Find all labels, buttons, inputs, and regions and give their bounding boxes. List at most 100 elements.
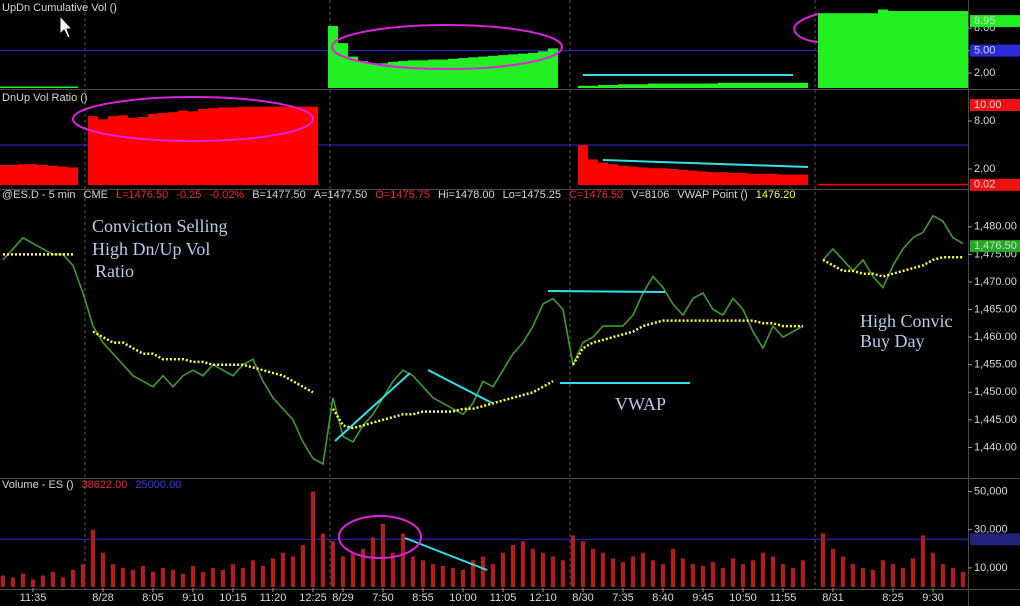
area-column bbox=[638, 84, 648, 88]
volume-bar bbox=[741, 564, 745, 587]
price-line bbox=[3, 253, 963, 430]
area-column bbox=[788, 174, 798, 185]
price-line bbox=[2, 214, 964, 466]
x-tick-label: 8:40 bbox=[652, 592, 673, 604]
area-column bbox=[838, 183, 848, 186]
volume-bar bbox=[231, 564, 235, 587]
area-column bbox=[898, 183, 908, 186]
header-item: C=1476.50 bbox=[569, 189, 623, 201]
area-column bbox=[958, 10, 968, 88]
area-column bbox=[288, 106, 298, 185]
area-column bbox=[928, 183, 938, 186]
area-column bbox=[308, 106, 318, 185]
volume-bar bbox=[391, 552, 395, 587]
area-column bbox=[178, 110, 188, 185]
header-item: DnUp Vol Ratio () bbox=[2, 92, 88, 104]
volume-bar bbox=[601, 552, 605, 587]
area-column bbox=[648, 168, 658, 185]
header-item: Volume - ES () bbox=[2, 479, 74, 491]
area-column bbox=[328, 25, 338, 88]
volume-bar bbox=[61, 577, 65, 587]
area-column bbox=[528, 52, 538, 88]
x-tick-label: 9:10 bbox=[182, 592, 203, 604]
header-item: @ES.D - 5 min bbox=[2, 189, 76, 201]
area-column bbox=[588, 159, 598, 185]
volume-bar bbox=[931, 552, 935, 587]
volume-bar bbox=[531, 548, 535, 587]
volume-bar bbox=[611, 558, 615, 587]
volume-bar bbox=[571, 535, 575, 587]
area-column bbox=[798, 82, 808, 88]
volume-bar bbox=[781, 564, 785, 587]
trend-line bbox=[427, 369, 493, 404]
area-column bbox=[48, 165, 58, 185]
volume-bar bbox=[281, 552, 285, 587]
y-tick-label: 1,455.00 bbox=[974, 359, 1017, 371]
volume-bar bbox=[201, 571, 205, 587]
area-column bbox=[108, 116, 118, 185]
area-column bbox=[58, 86, 68, 89]
header-item: -0.25 bbox=[176, 189, 201, 201]
area-column bbox=[158, 113, 168, 185]
area-column bbox=[668, 83, 678, 88]
volume-bar bbox=[731, 558, 735, 587]
annotation: High Dn/Up Vol bbox=[92, 239, 210, 259]
x-tick-label: 8/31 bbox=[822, 592, 843, 604]
volume-bar bbox=[721, 567, 725, 587]
volume-bar bbox=[881, 560, 885, 587]
volume-bar bbox=[841, 556, 845, 587]
volume-bar bbox=[451, 567, 455, 587]
volume-bar bbox=[941, 564, 945, 587]
volume-bar bbox=[891, 564, 895, 587]
volume-bar bbox=[211, 567, 215, 587]
annotation-texts: Conviction Selling High Dn/Up Vol Ratio … bbox=[92, 216, 953, 414]
volume-bar bbox=[331, 541, 335, 587]
area-column bbox=[378, 63, 388, 88]
area-column bbox=[438, 59, 448, 88]
volume-bar bbox=[521, 541, 525, 587]
value-box bbox=[970, 178, 1020, 191]
area-column bbox=[838, 13, 848, 88]
header-item: Hi=1478.00 bbox=[438, 189, 495, 201]
volume-bar bbox=[561, 560, 565, 587]
volume-bar bbox=[51, 571, 55, 587]
area-column bbox=[878, 9, 888, 88]
area-column bbox=[758, 82, 768, 88]
volume-bar bbox=[801, 560, 805, 587]
area-column bbox=[398, 61, 408, 88]
area-column bbox=[428, 59, 438, 88]
volume-bar bbox=[411, 556, 415, 587]
area-column bbox=[98, 119, 108, 185]
area-column bbox=[0, 86, 8, 89]
area-column bbox=[298, 106, 308, 185]
area-column bbox=[948, 183, 958, 186]
volume-bar bbox=[711, 562, 715, 587]
volume-bar bbox=[471, 560, 475, 587]
header-item: 25000.00 bbox=[135, 479, 181, 491]
x-tick-label: 7:35 bbox=[612, 592, 633, 604]
area-column bbox=[738, 82, 748, 88]
area-column bbox=[458, 58, 468, 88]
area-column bbox=[938, 183, 948, 186]
area-column bbox=[868, 183, 878, 186]
volume-bar bbox=[631, 556, 635, 587]
volume-bar bbox=[241, 567, 245, 587]
header-item: VWAP Point () bbox=[677, 189, 747, 201]
area-column bbox=[768, 82, 778, 88]
drawn-annotations bbox=[59, 13, 819, 571]
volume-bar bbox=[661, 564, 665, 587]
volume-bar bbox=[381, 524, 385, 587]
area-column bbox=[918, 10, 928, 88]
volume-bar bbox=[111, 564, 115, 587]
y-tick-label: 30,000 bbox=[974, 524, 1008, 536]
area-column bbox=[88, 116, 98, 185]
area-column bbox=[828, 183, 838, 186]
volume-bar bbox=[621, 562, 625, 587]
area-column bbox=[538, 51, 548, 88]
area-column bbox=[908, 183, 918, 186]
area-column bbox=[748, 173, 758, 185]
area-column bbox=[678, 169, 688, 185]
volume-bar bbox=[31, 579, 35, 587]
area-column bbox=[168, 112, 178, 185]
x-tick-label: 12:10 bbox=[529, 592, 557, 604]
